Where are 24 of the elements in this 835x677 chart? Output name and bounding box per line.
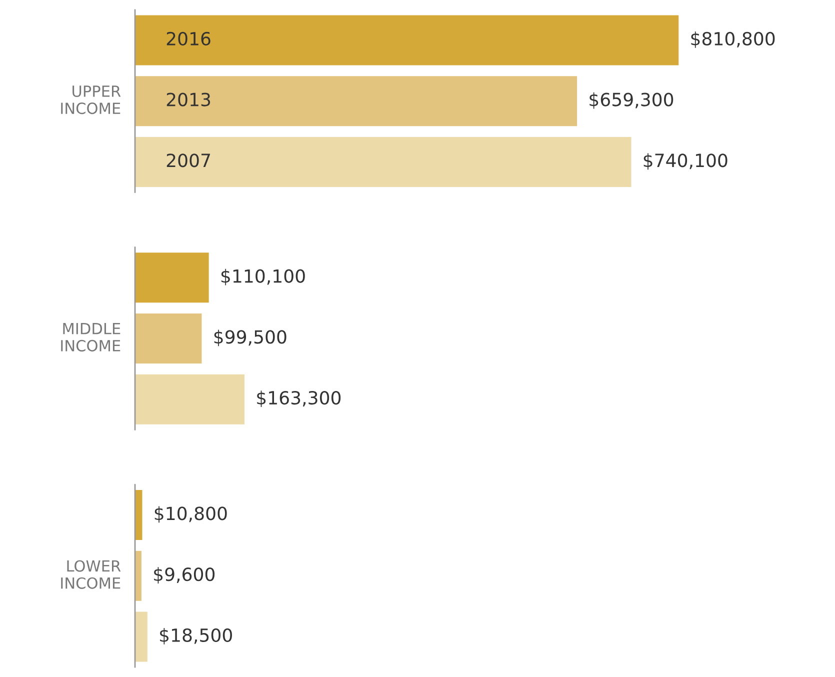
data-label: $163,300	[257, 390, 341, 408]
bar	[135, 374, 244, 424]
data-label: $10,800	[154, 506, 227, 523]
series-label: 2016	[166, 32, 210, 46]
series-label: 2007	[166, 154, 210, 168]
bar	[135, 314, 202, 364]
bar	[135, 490, 142, 540]
y-tick-label: UPPER INCOME	[61, 86, 121, 114]
data-label: $18,500	[160, 628, 232, 644]
y-tick-label: LOWER INCOME	[61, 560, 121, 589]
data-label: $110,100	[221, 268, 305, 286]
bar	[135, 137, 632, 187]
data-label: $99,500	[214, 330, 286, 346]
data-label: $659,300	[590, 92, 674, 109]
bar	[135, 15, 679, 66]
data-label: $740,100	[644, 153, 728, 170]
y-tick-label: MIDDLE INCOME	[61, 323, 120, 352]
data-label: $810,800	[691, 32, 775, 48]
bar	[135, 612, 148, 662]
bar	[135, 550, 142, 601]
bar	[135, 76, 578, 126]
series-label: 2013	[166, 92, 210, 106]
bar	[135, 252, 209, 303]
data-label: $9,600	[154, 567, 215, 584]
